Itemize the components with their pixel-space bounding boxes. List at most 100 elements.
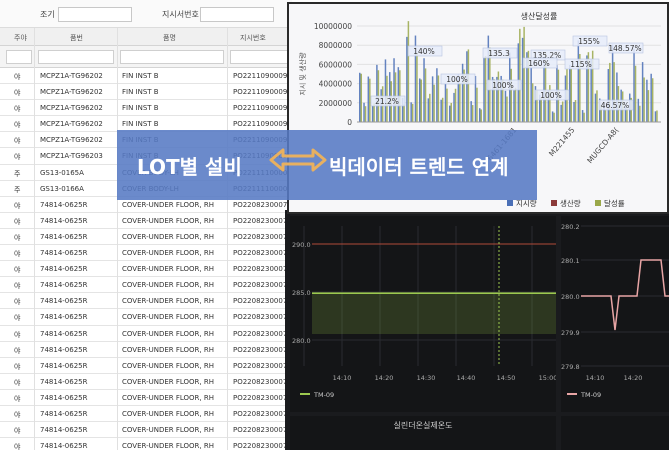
table-row[interactable]: 야 74814-0625R COVER-UNDER FLOOR, RH PO22082… [0, 309, 292, 326]
order-no-input[interactable] [200, 7, 274, 22]
table-cell: 74814-0625R [40, 313, 88, 322]
col-header-part-no[interactable]: 품번 [70, 34, 83, 42]
table-row[interactable]: 야 74814-0625R COVER-UNDER FLOOR, RH PO22082… [0, 438, 292, 450]
table-cell: MCPZ1A-TG96202 [40, 72, 103, 80]
bar [414, 35, 417, 122]
bar [360, 73, 362, 122]
x-tick-label: 15:00 [539, 374, 556, 382]
bar [364, 106, 367, 122]
table-row[interactable]: 야 74814-0625R COVER-UNDER FLOOR, RH PO22082… [0, 197, 292, 213]
table-cell: FIN INST B [122, 120, 159, 129]
bar [591, 50, 594, 123]
bar [436, 68, 438, 122]
bar [551, 111, 554, 122]
bar [594, 93, 597, 122]
table-row[interactable]: 야 74814-0625R COVER-UNDER FLOOR, RH PO22082… [0, 261, 292, 278]
data-label-box [608, 42, 644, 54]
bar [626, 108, 628, 122]
table-row[interactable]: 야 74814-0625R COVER-UNDER FLOOR, RH PO22082… [0, 374, 292, 390]
table-cell: COVER-UNDER FLOOR, RH [122, 345, 214, 354]
table-row[interactable]: 야 74814-0625R COVER-UNDER FLOOR, RH PO22082… [0, 342, 292, 358]
order-no-label: 지시서번호 [162, 10, 199, 19]
table-row[interactable]: 야 74814-0625R COVER-UNDER FLOOR, RH PO22082… [0, 213, 292, 229]
bar [373, 103, 375, 122]
bar [401, 97, 404, 122]
period-input[interactable] [58, 7, 132, 22]
bar [521, 37, 524, 122]
bar [416, 53, 418, 122]
bar [424, 68, 427, 122]
table-row[interactable]: 야 MCPZ1A-TG96202 FIN INST B PO2211090009 [0, 100, 292, 117]
bar [526, 52, 528, 122]
bar [410, 102, 412, 122]
table-cell: 야 [14, 201, 21, 210]
bar [384, 59, 387, 122]
x-tick-label: 14:50 [497, 374, 516, 382]
table-row[interactable]: 야 MCPZ1A-TG96202 FIN INST B PO2211090009 [0, 68, 292, 85]
monitoring-dashboard: 290.0 285.0 280.0 14:10 14:20 14:30 14:40 14:50… [285, 210, 669, 450]
bar [574, 100, 577, 122]
bar [463, 69, 465, 122]
x-tick-label: MUGCD-A8( [585, 125, 620, 165]
table-cell: 74814-0625R [40, 442, 88, 450]
data-label: 160% [528, 59, 549, 68]
bar [440, 99, 442, 122]
part-no-filter-input[interactable] [38, 50, 114, 64]
col-header-shift[interactable]: 주야 [14, 34, 27, 42]
y-tick-label: 4000000 [319, 80, 353, 89]
table-cell: COVER-UNDER FLOOR, RH [122, 297, 214, 306]
temperature-line-chart-right: 280.2 280.1 280.0 279.9 279.8 14:10 14:20 TM-09 [561, 223, 669, 399]
col-header-order-no[interactable]: 지시번호 [240, 34, 266, 42]
table-cell: 야 [14, 314, 21, 323]
table-row[interactable]: 야 74814-0625R COVER-UNDER FLOOR, RH PO22082… [0, 422, 292, 439]
data-label: 140% [413, 47, 434, 56]
data-label: 155% [578, 37, 599, 46]
bar [487, 35, 490, 122]
table-cell: 야 [14, 73, 21, 81]
table-cell: COVER-UNDER FLOOR, RH [122, 442, 214, 450]
y-tick-label: 8000000 [319, 41, 353, 50]
bar [397, 67, 400, 122]
order-no-filter-input[interactable] [230, 50, 288, 64]
bar [544, 52, 547, 123]
bar [536, 90, 538, 122]
col-header-part-name[interactable]: 품명 [163, 34, 176, 42]
table-row[interactable]: 야 74814-0625R COVER-UNDER FLOOR, RH PO22082… [0, 245, 292, 262]
bar [607, 69, 610, 122]
bar [376, 64, 378, 122]
table-cell: PO2208230007 [233, 297, 288, 306]
table-row[interactable]: 야 74814-0625R COVER-UNDER FLOOR, RH PO22082… [0, 390, 292, 406]
grid-rows: 야 MCPZ1A-TG96202 FIN INST B PO2211090009 야 MC… [0, 68, 292, 450]
legend-label: TM-09 [313, 391, 334, 399]
table-row[interactable]: 야 74814-0625R COVER-UNDER FLOOR, RH PO22082… [0, 293, 292, 310]
y-tick-label: 280.0 [292, 337, 311, 345]
data-label-box [522, 57, 558, 69]
bar [359, 72, 361, 122]
bar [470, 101, 472, 122]
bar [531, 83, 534, 122]
table-cell: COVER-UNDER FLOOR, RH [122, 361, 214, 370]
bar [423, 58, 425, 122]
part-name-filter-input[interactable] [120, 50, 224, 64]
shift-filter-input[interactable] [6, 50, 32, 64]
table-row[interactable]: 야 74814-0625R COVER-UNDER FLOOR, RH PO22082… [0, 358, 292, 374]
data-label-box [572, 35, 608, 47]
bar [579, 54, 581, 122]
table-row[interactable]: 야 74814-0625R COVER-UNDER FLOOR, RH PO22082… [0, 277, 292, 294]
bar [493, 79, 495, 122]
table-cell: 74814-0625R [40, 409, 88, 418]
x-tick-label: 14:40 [457, 374, 476, 382]
bar [609, 62, 611, 122]
bar [496, 76, 498, 122]
table-cell: 야 [14, 282, 21, 291]
filter-bar: 조기 지시서번호 [0, 0, 292, 28]
table-row[interactable]: 야 74814-0625R COVER-UNDER FLOOR, RH PO22082… [0, 326, 292, 342]
bar [371, 105, 374, 122]
legend-label: 달성률 [604, 199, 625, 208]
table-cell: 야 [14, 266, 21, 275]
y-tick-label: 279.9 [561, 329, 580, 337]
banner-left-text: LOT별 설비 [137, 155, 242, 179]
table-row[interactable]: 야 MCPZ1A-TG96202 FIN INST B PO2211090009 [0, 84, 292, 101]
table-row[interactable]: 야 74814-0625R COVER-UNDER FLOOR, RH PO22082… [0, 229, 292, 246]
table-row[interactable]: 야 74814-0625R COVER-UNDER FLOOR, RH PO22082… [0, 406, 292, 423]
